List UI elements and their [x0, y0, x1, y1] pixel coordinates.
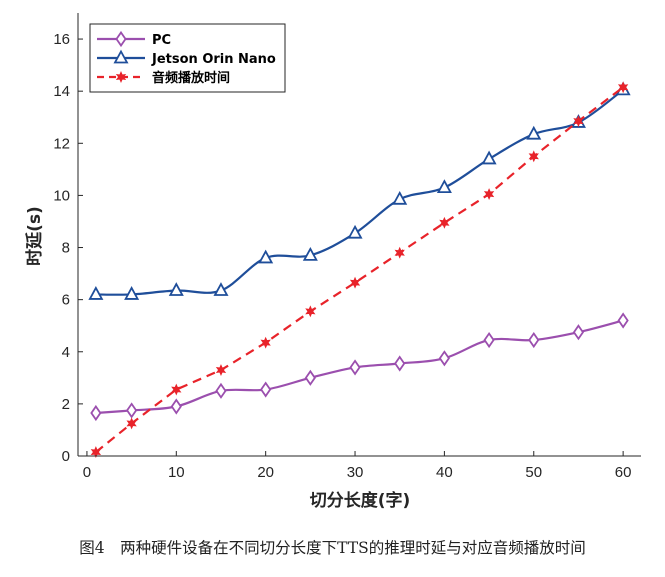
data-point: [126, 417, 137, 430]
legend: PC Jetson Orin Nano 音频播放时间: [89, 23, 286, 93]
series-star-group: [90, 81, 629, 459]
data-point: [526, 125, 542, 140]
data-point: [349, 276, 361, 289]
data-point: [258, 249, 274, 264]
data-point: [260, 336, 271, 349]
data-point: [213, 282, 229, 296]
x-tick-label: 30: [347, 464, 364, 481]
legend-marker: [113, 49, 129, 64]
data-point: [215, 382, 227, 399]
data-point: [347, 224, 363, 239]
data-point: [305, 305, 316, 318]
y-tick-label: 0: [62, 448, 70, 465]
x-tick-label: 10: [168, 464, 185, 481]
data-point: [573, 115, 584, 128]
legend-label: Jetson Orin Nano: [151, 52, 276, 67]
data-point: [304, 369, 316, 386]
y-tick-label: 12: [53, 135, 70, 152]
x-tick-label: 50: [525, 464, 542, 481]
data-point: [215, 364, 227, 376]
y-axis-title: 时延(s): [24, 206, 45, 266]
data-point: [90, 404, 102, 422]
data-point: [438, 350, 450, 367]
data-point: [572, 324, 585, 341]
data-point: [168, 282, 184, 296]
ticks-layer: 0 10 20 30 40 50 60 0 2 4 6 8 10 12 14 16: [53, 31, 631, 481]
data-point: [90, 446, 102, 459]
data-point: [392, 190, 408, 205]
x-tick-label: 40: [436, 464, 453, 481]
data-point: [528, 331, 540, 349]
x-tick-label: 0: [83, 464, 91, 481]
legend-marker: [115, 30, 127, 48]
legend-label: 音频播放时间: [152, 70, 230, 86]
data-point: [439, 216, 450, 229]
data-point: [124, 286, 140, 300]
data-point: [436, 179, 452, 193]
data-point: [349, 359, 361, 376]
series-diamond-group: [90, 312, 629, 422]
y-tick-label: 6: [62, 292, 70, 309]
y-tick-label: 16: [53, 31, 70, 48]
y-tick-label: 14: [53, 83, 70, 100]
data-point: [617, 312, 629, 329]
data-point: [302, 246, 318, 261]
series-triangle-group: [88, 81, 631, 300]
y-tick-label: 4: [62, 344, 70, 361]
figure-caption: 图4 两种硬件设备在不同切分长度下TTS的推理时延与对应音频播放时间: [79, 539, 586, 557]
data-point: [126, 402, 138, 419]
chart: 0 10 20 30 40 50 60 0 2 4 6 8 10 12 14 16 切分长度(字) 时延(s)…: [24, 13, 641, 511]
data-point: [617, 81, 629, 94]
x-tick-label: 60: [615, 464, 632, 481]
data-point: [481, 150, 497, 165]
x-axis-title: 切分长度(字): [310, 490, 411, 511]
legend-label: PC: [152, 33, 171, 48]
data-point: [260, 381, 272, 398]
data-point: [394, 246, 405, 259]
series-layer: [88, 81, 631, 459]
data-point: [483, 188, 495, 201]
y-tick-label: 10: [53, 187, 70, 204]
data-point: [528, 150, 539, 163]
legend-marker: [115, 71, 127, 83]
data-point: [394, 355, 406, 372]
y-tick-label: 2: [62, 396, 70, 413]
data-point: [171, 383, 182, 396]
data-point: [170, 398, 182, 415]
y-tick-label: 8: [62, 240, 70, 257]
x-tick-label: 20: [257, 464, 274, 481]
data-point: [483, 331, 495, 349]
data-point: [88, 286, 104, 300]
